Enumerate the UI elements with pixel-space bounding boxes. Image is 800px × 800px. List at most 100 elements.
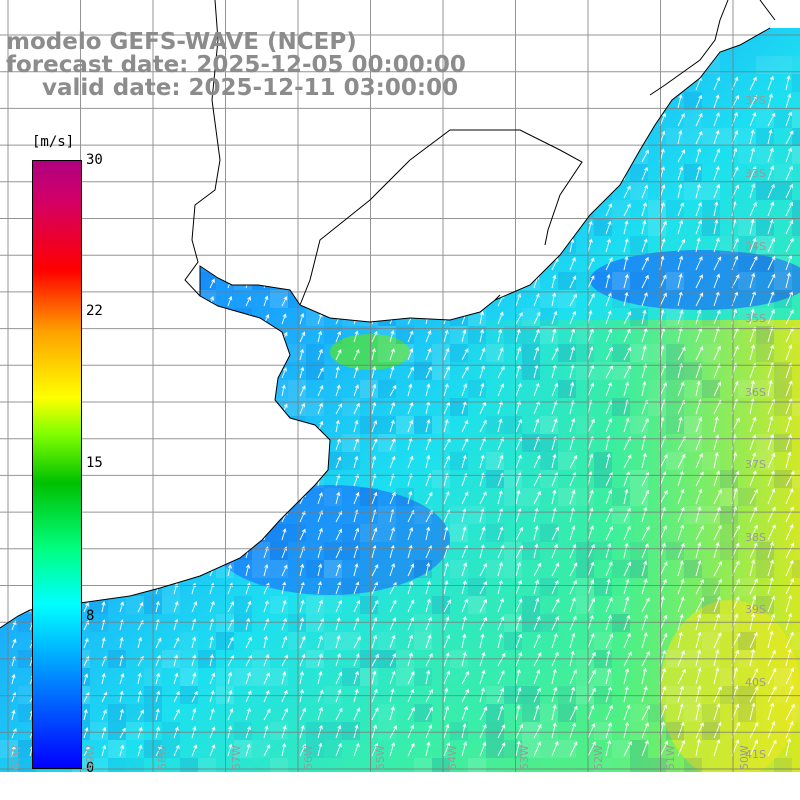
wind-arrow — [389, 401, 396, 415]
wind-arrow — [461, 78, 467, 91]
wind-arrow — [767, 344, 775, 361]
wind-arrow — [191, 511, 198, 523]
wind-arrow — [587, 293, 595, 307]
wind-arrow — [605, 203, 613, 217]
wind-arrow — [677, 578, 685, 595]
wind-arrow — [173, 99, 178, 109]
wind-arrow — [479, 543, 485, 559]
wind-arrow — [281, 151, 286, 163]
wind-arrow — [227, 636, 234, 649]
wind-arrow — [713, 345, 721, 361]
wind-arrow — [101, 672, 106, 685]
grid-cell — [504, 740, 522, 758]
wind-arrow — [479, 669, 486, 685]
lon-label: 51W — [664, 745, 677, 770]
grid-cell — [306, 308, 324, 326]
wind-arrow — [587, 184, 593, 199]
wind-arrow — [749, 272, 756, 289]
wind-arrow — [209, 207, 215, 217]
wind-arrow — [497, 311, 504, 325]
wind-arrow — [245, 492, 251, 505]
wind-arrow — [677, 703, 684, 721]
wind-arrow — [641, 597, 650, 613]
wind-arrow — [137, 368, 143, 379]
wind-arrow — [10, 190, 16, 199]
grid-cell — [450, 290, 468, 308]
wind-arrow — [263, 474, 270, 487]
grid-cell — [594, 182, 612, 200]
wind-arrow — [101, 583, 107, 595]
grid-cell — [774, 272, 792, 290]
wind-arrow — [227, 671, 233, 685]
wind-arrow — [353, 330, 359, 343]
grid-cell — [558, 488, 576, 506]
wind-arrow — [749, 379, 755, 397]
wind-arrow — [263, 134, 269, 145]
wind-arrow — [677, 238, 686, 253]
wind-arrow — [227, 206, 233, 217]
grid-cell — [630, 740, 648, 758]
grid-cell — [108, 344, 126, 362]
wind-arrow — [137, 476, 143, 487]
grid-cell — [612, 758, 630, 772]
wind-arrow — [137, 565, 144, 577]
wind-arrow — [389, 151, 396, 163]
wind-arrow — [713, 416, 719, 433]
wind-arrow — [191, 188, 197, 199]
wind-arrow — [605, 525, 614, 541]
grid-cell — [18, 740, 36, 758]
wind-arrow — [479, 633, 485, 649]
wind-arrow — [425, 652, 433, 667]
wind-arrow — [605, 257, 613, 271]
wind-arrow — [191, 672, 197, 685]
wind-arrow — [371, 259, 378, 271]
wind-arrow — [623, 614, 631, 631]
wind-arrow — [551, 686, 558, 703]
wind-arrow — [299, 152, 305, 163]
wind-arrow — [587, 525, 594, 541]
wind-arrow — [677, 273, 683, 289]
wind-arrow — [533, 418, 540, 433]
grid-cell — [108, 218, 126, 236]
wind-arrow — [497, 705, 504, 721]
wind-arrow — [497, 131, 502, 145]
wind-arrow — [461, 186, 467, 199]
wind-arrow — [191, 314, 197, 325]
wind-arrow — [353, 653, 360, 667]
wind-arrow — [605, 273, 611, 289]
wind-arrow — [767, 201, 775, 217]
grid-cell — [324, 254, 342, 272]
grid-cell — [378, 272, 396, 290]
wind-arrow — [677, 77, 685, 91]
wind-arrow — [551, 632, 558, 649]
wind-arrow — [371, 133, 377, 145]
wind-arrow — [371, 169, 377, 181]
wind-arrow — [209, 421, 215, 433]
wind-arrow — [245, 296, 251, 307]
wind-arrow — [587, 489, 594, 505]
grid-cell — [558, 218, 576, 236]
wind-arrow — [515, 615, 522, 631]
wind-arrow — [83, 530, 89, 541]
grid-cell — [684, 758, 702, 772]
grid-cell — [414, 164, 432, 182]
wind-arrow — [83, 135, 88, 145]
wind-arrow — [83, 225, 88, 235]
wind-arrow — [371, 294, 377, 307]
grid-cell — [576, 200, 594, 218]
wind-arrow — [533, 454, 541, 469]
grid-cell — [468, 308, 486, 326]
wind-arrow — [659, 561, 668, 577]
grid-cell — [738, 704, 756, 722]
wind-arrow — [641, 95, 648, 109]
wind-arrow — [587, 579, 595, 595]
wind-arrow — [83, 387, 89, 397]
wind-arrow — [695, 165, 702, 181]
wind-arrow — [713, 130, 720, 145]
wind-arrow — [569, 114, 577, 127]
wind-arrow — [497, 347, 504, 361]
grid-cell — [576, 560, 594, 578]
wind-arrow — [461, 114, 467, 127]
wind-arrow — [533, 669, 541, 685]
wind-arrow — [695, 380, 701, 397]
